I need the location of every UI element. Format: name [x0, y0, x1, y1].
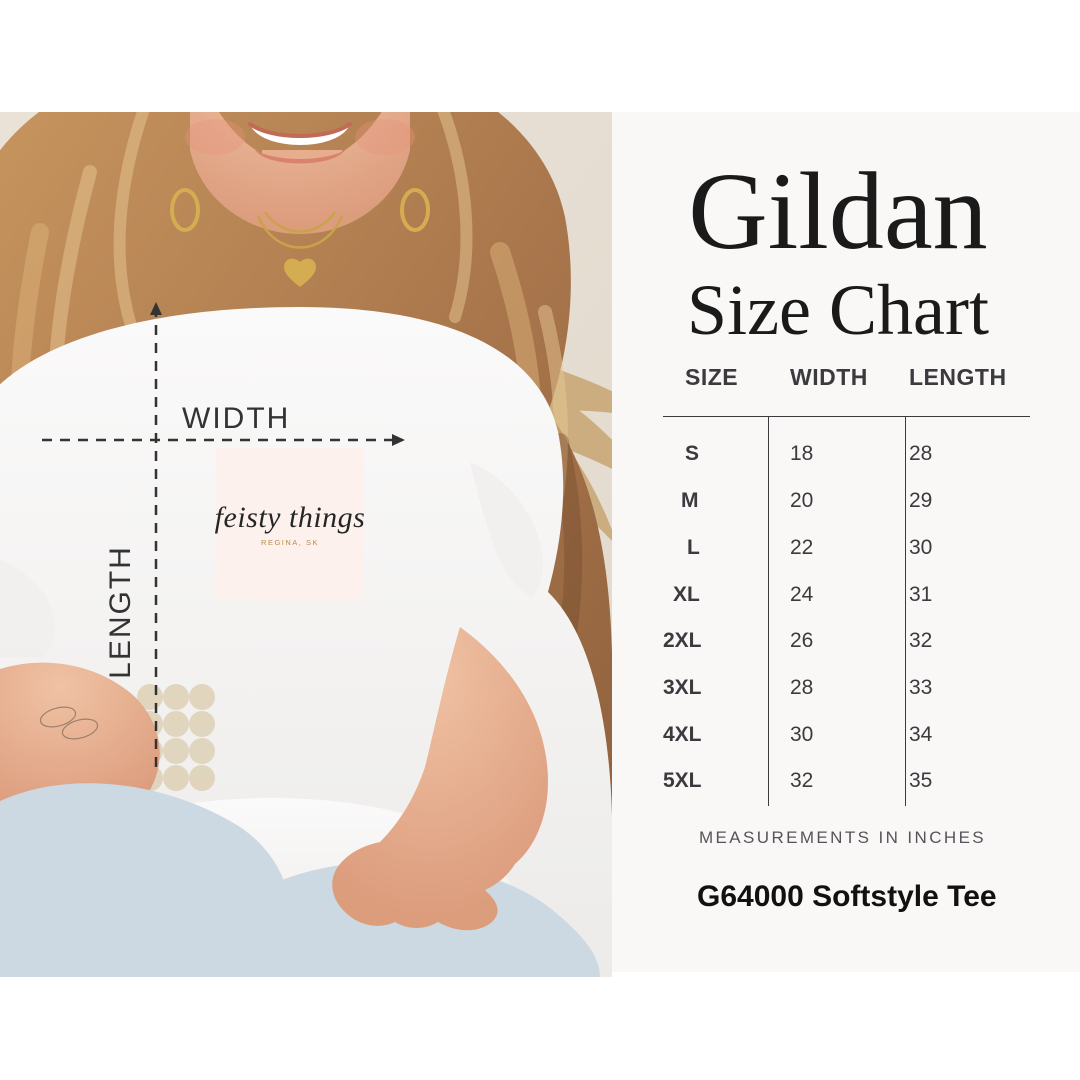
svg-text:REGINA, SK: REGINA, SK	[261, 538, 319, 547]
svg-text:feisty things: feisty things	[215, 501, 366, 534]
svg-text:LENGTH: LENGTH	[104, 545, 137, 679]
svg-text:WIDTH: WIDTH	[182, 402, 290, 435]
